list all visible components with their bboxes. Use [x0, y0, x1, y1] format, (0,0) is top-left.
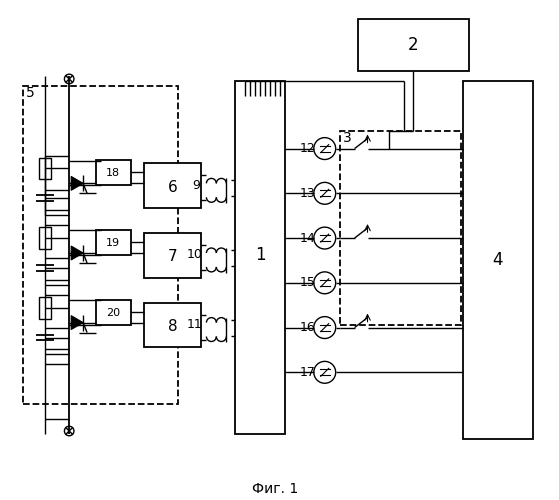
Circle shape — [314, 138, 336, 160]
Bar — [96, 160, 131, 186]
Bar — [23, 86, 178, 404]
Text: 3: 3 — [343, 130, 352, 144]
Bar — [39, 158, 51, 180]
Circle shape — [314, 182, 336, 204]
Circle shape — [314, 272, 336, 294]
Text: 6: 6 — [168, 180, 177, 195]
Text: 4: 4 — [492, 251, 503, 269]
Text: 12: 12 — [300, 142, 316, 155]
Text: 16: 16 — [300, 321, 316, 334]
Text: 9: 9 — [192, 179, 200, 192]
Text: 10: 10 — [187, 248, 202, 262]
Text: 20: 20 — [106, 308, 120, 318]
Circle shape — [314, 227, 336, 249]
Bar — [144, 302, 201, 348]
Bar — [144, 164, 201, 208]
Text: 13: 13 — [300, 187, 316, 200]
Text: 11: 11 — [187, 318, 202, 331]
Polygon shape — [71, 176, 83, 190]
Text: Фиг. 1: Фиг. 1 — [252, 482, 298, 496]
Bar — [235, 81, 285, 434]
Circle shape — [314, 316, 336, 338]
Circle shape — [314, 362, 336, 384]
Bar — [96, 230, 131, 255]
Text: 15: 15 — [300, 276, 316, 289]
Text: 8: 8 — [168, 319, 177, 334]
Text: 5: 5 — [26, 86, 35, 100]
Bar — [144, 233, 201, 278]
Circle shape — [64, 74, 74, 84]
Bar — [96, 300, 131, 324]
Text: 17: 17 — [300, 366, 316, 379]
Text: 18: 18 — [106, 168, 120, 178]
Bar — [463, 81, 533, 439]
Text: 1: 1 — [255, 246, 266, 264]
Bar — [358, 20, 469, 71]
Text: 2: 2 — [408, 36, 419, 54]
Text: 7: 7 — [168, 250, 177, 264]
Polygon shape — [71, 316, 83, 330]
Bar — [39, 296, 51, 318]
Bar — [340, 130, 461, 324]
Text: 14: 14 — [300, 232, 316, 244]
Text: 19: 19 — [106, 238, 120, 248]
Bar — [39, 227, 51, 249]
Polygon shape — [71, 246, 83, 260]
Circle shape — [64, 426, 74, 436]
